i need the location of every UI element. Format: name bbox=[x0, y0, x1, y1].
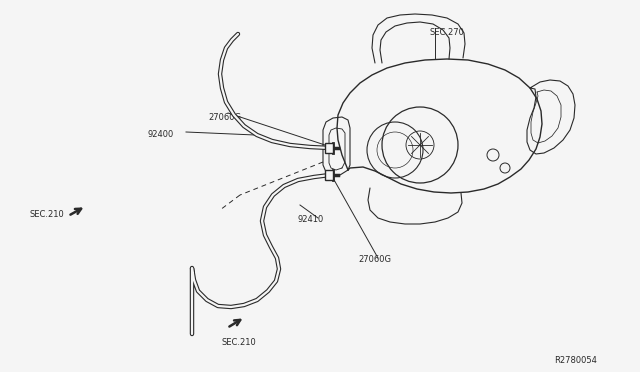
Text: R2780054: R2780054 bbox=[554, 356, 597, 365]
Text: 92400: 92400 bbox=[148, 130, 174, 139]
Bar bbox=[325, 143, 333, 153]
Text: SEC.270: SEC.270 bbox=[430, 28, 465, 37]
Text: SEC.210: SEC.210 bbox=[30, 210, 65, 219]
Text: 27060G: 27060G bbox=[208, 113, 241, 122]
Text: 92410: 92410 bbox=[298, 215, 324, 224]
Bar bbox=[325, 170, 333, 180]
Text: SEC.210: SEC.210 bbox=[222, 338, 257, 347]
Text: 27060G: 27060G bbox=[358, 255, 391, 264]
